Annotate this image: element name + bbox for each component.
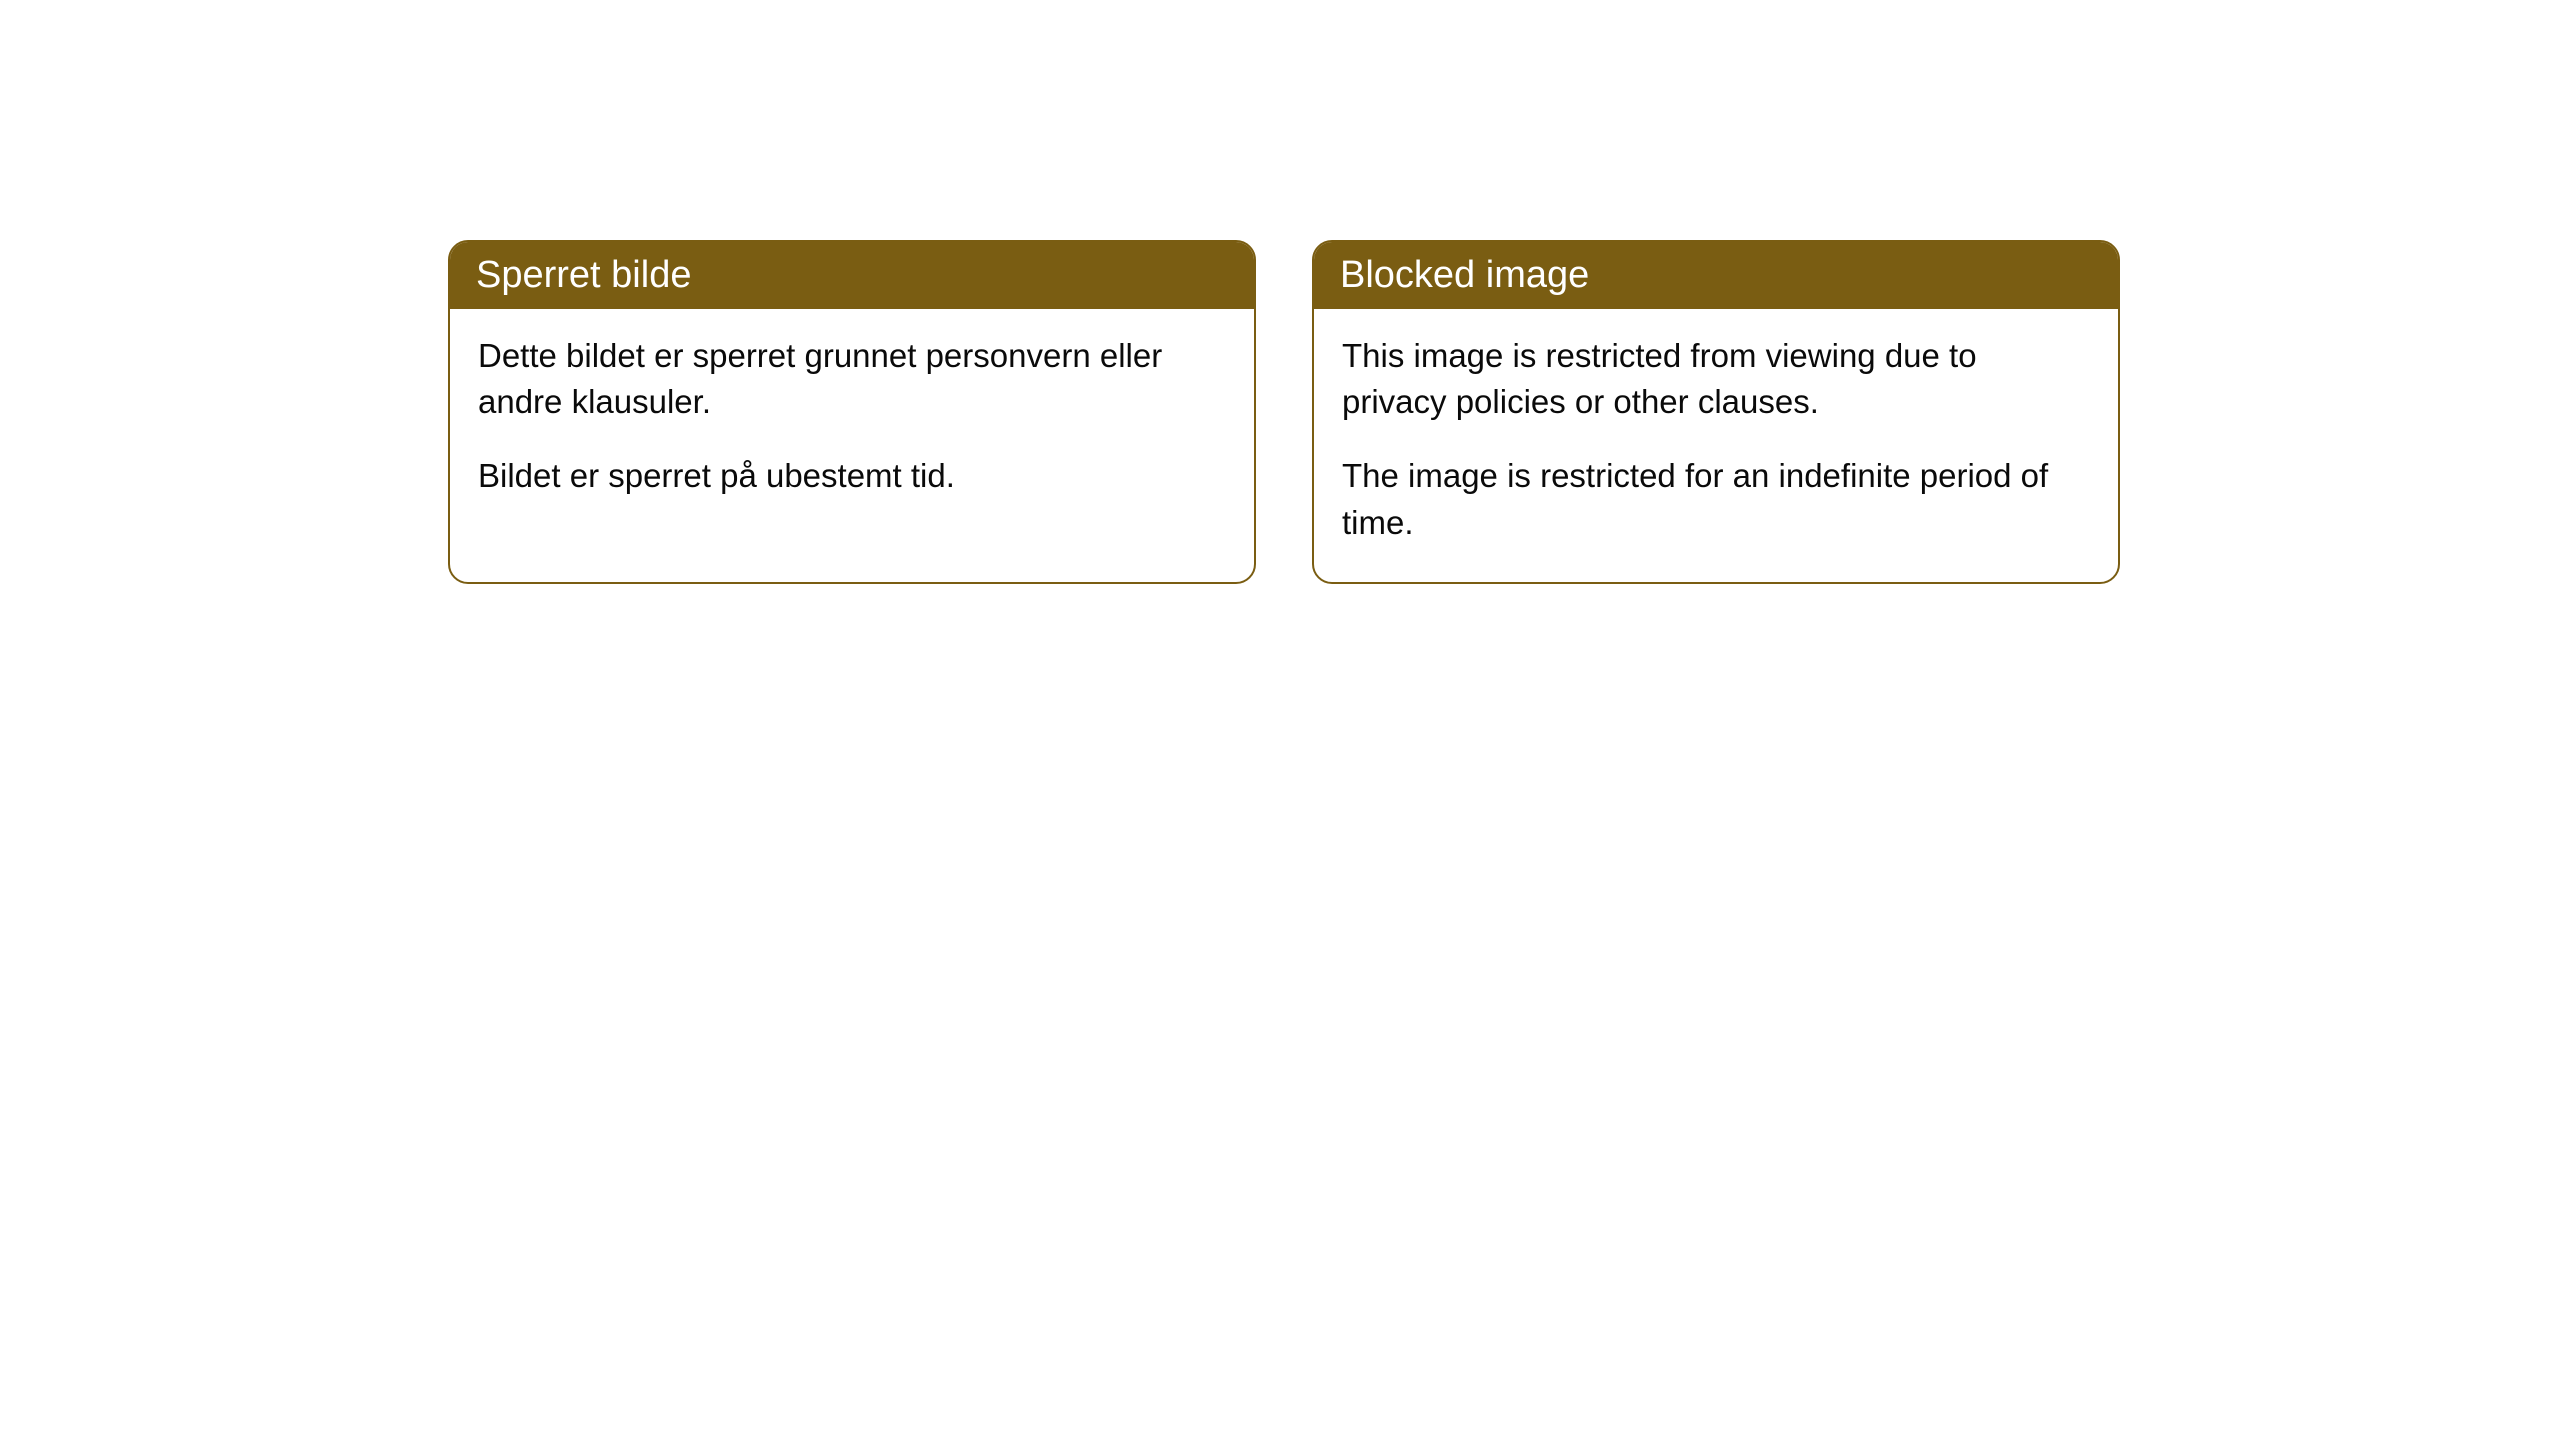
blocked-image-card-english: Blocked image This image is restricted f… — [1312, 240, 2120, 584]
card-body: This image is restricted from viewing du… — [1314, 309, 2118, 582]
card-paragraph: This image is restricted from viewing du… — [1342, 333, 2090, 425]
card-paragraph: Dette bildet er sperret grunnet personve… — [478, 333, 1226, 425]
card-body: Dette bildet er sperret grunnet personve… — [450, 309, 1254, 536]
card-title: Sperret bilde — [476, 254, 691, 296]
card-paragraph: The image is restricted for an indefinit… — [1342, 453, 2090, 545]
card-paragraph: Bildet er sperret på ubestemt tid. — [478, 453, 1226, 499]
notice-cards-container: Sperret bilde Dette bildet er sperret gr… — [448, 240, 2120, 584]
blocked-image-card-norwegian: Sperret bilde Dette bildet er sperret gr… — [448, 240, 1256, 584]
card-header: Sperret bilde — [450, 242, 1254, 309]
card-title: Blocked image — [1340, 254, 1589, 296]
card-header: Blocked image — [1314, 242, 2118, 309]
